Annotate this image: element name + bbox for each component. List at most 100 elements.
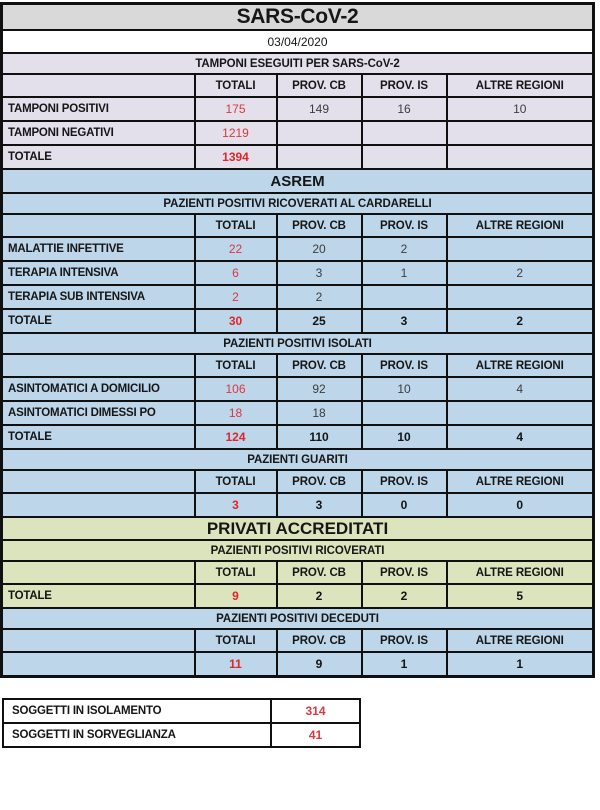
- row-label: TOTALE: [0, 424, 196, 450]
- empty-corner-cell: [0, 213, 196, 238]
- col-header-prov-cb: PROV. CB: [275, 213, 363, 238]
- cell-totali: 175: [193, 96, 278, 122]
- col-header-prov-cb: PROV. CB: [275, 73, 363, 98]
- row-label: TERAPIA INTENSIVA: [0, 260, 196, 286]
- cell-totali: 106: [193, 376, 278, 402]
- row-label: ASINTOMATICI A DOMICILIO: [0, 376, 196, 402]
- col-header-prov-is: PROV. IS: [360, 353, 448, 378]
- asrem-band: ASREM: [0, 168, 595, 194]
- table-row-total: TOTALE 1394: [0, 144, 595, 170]
- col-header-prov-cb: PROV. CB: [275, 353, 363, 378]
- col-header-altre-regioni: ALTRE REGIONI: [445, 353, 595, 378]
- covid-report-table: SARS-CoV-2 03/04/2020 TAMPONI ESEGUITI P…: [0, 2, 596, 678]
- cell-prov-cb: 2: [275, 583, 363, 609]
- col-header-prov-is: PROV. IS: [360, 469, 448, 494]
- cell-prov-is: 16: [360, 96, 448, 122]
- col-header-prov-is: PROV. IS: [360, 213, 448, 238]
- cell-prov-is: 2: [360, 236, 448, 262]
- cell-totali: 30: [193, 308, 278, 334]
- section-header-guariti: PAZIENTI GUARITI: [0, 448, 595, 471]
- cell-value: 314: [270, 697, 361, 724]
- table-row-total: TOTALE 30 25 3 2: [0, 308, 595, 334]
- row-label: SOGGETTI IN ISOLAMENTO: [2, 697, 272, 724]
- cell-altre-regioni: 5: [445, 583, 595, 609]
- col-header-totali: TOTALI: [193, 213, 278, 238]
- cell-prov-cb: 9: [275, 651, 363, 677]
- cell-altre-regioni: 10: [445, 96, 595, 122]
- column-header-row: TOTALI PROV. CB PROV. IS ALTRE REGIONI: [0, 73, 595, 98]
- section-header-row: PAZIENTI POSITIVI RICOVERATI: [0, 539, 595, 562]
- col-header-totali: TOTALI: [193, 353, 278, 378]
- cell-altre-regioni: 4: [445, 376, 595, 402]
- section-header-row: PAZIENTI POSITIVI DECEDUTI: [0, 607, 595, 630]
- section-header-row: TAMPONI ESEGUITI PER SARS-CoV-2: [0, 52, 595, 75]
- empty-corner-cell: [0, 469, 196, 494]
- col-header-altre-regioni: ALTRE REGIONI: [445, 213, 595, 238]
- cell-prov-is: 2: [360, 583, 448, 609]
- section-header-tamponi: TAMPONI ESEGUITI PER SARS-CoV-2: [0, 52, 595, 75]
- cell-altre-regioni: 4: [445, 424, 595, 450]
- cell-value: 41: [270, 721, 361, 748]
- column-header-row: TOTALI PROV. CB PROV. IS ALTRE REGIONI: [0, 560, 595, 585]
- cell-altre-regioni: 2: [445, 308, 595, 334]
- column-header-row: TOTALI PROV. CB PROV. IS ALTRE REGIONI: [0, 628, 595, 653]
- col-header-totali: TOTALI: [193, 469, 278, 494]
- band-row: ASREM: [0, 168, 595, 194]
- cell-prov-is: 3: [360, 308, 448, 334]
- table-row-total: TOTALE 124 110 10 4: [0, 424, 595, 450]
- col-header-totali: TOTALI: [193, 628, 278, 653]
- table-row: TAMPONI NEGATIVI 1219: [0, 120, 595, 146]
- cell-totali: 1394: [193, 144, 278, 170]
- table-row: TERAPIA SUB INTENSIVA 2 2: [0, 284, 595, 310]
- cell-totali: 2: [193, 284, 278, 310]
- empty-corner-cell: [0, 73, 196, 98]
- cell-prov-cb: 3: [275, 260, 363, 286]
- col-header-totali: TOTALI: [193, 73, 278, 98]
- section-header-cardarelli: PAZIENTI POSITIVI RICOVERATI AL CARDAREL…: [0, 192, 595, 215]
- cell-prov-cb: 18: [275, 400, 363, 426]
- row-label: [0, 651, 196, 677]
- cell-totali: 3: [193, 492, 278, 518]
- cell-prov-is: 1: [360, 260, 448, 286]
- cell-prov-cb: 20: [275, 236, 363, 262]
- cell-totali: 22: [193, 236, 278, 262]
- cell-totali: 18: [193, 400, 278, 426]
- table-row: TAMPONI POSITIVI 175 149 16 10: [0, 96, 595, 122]
- col-header-prov-is: PROV. IS: [360, 628, 448, 653]
- col-header-prov-cb: PROV. CB: [275, 628, 363, 653]
- cell-altre-regioni: [445, 236, 595, 262]
- table-row: ASINTOMATICI DIMESSI PO 18 18: [0, 400, 595, 426]
- cell-totali: 9: [193, 583, 278, 609]
- report-date: 03/04/2020: [0, 29, 595, 54]
- cell-prov-is: [360, 120, 448, 146]
- table-row-total: TOTALE 9 2 2 5: [0, 583, 595, 609]
- cell-altre-regioni: 2: [445, 260, 595, 286]
- cell-prov-cb: 25: [275, 308, 363, 334]
- empty-corner-cell: [0, 628, 196, 653]
- cell-altre-regioni: [445, 400, 595, 426]
- cell-prov-cb: 3: [275, 492, 363, 518]
- cell-totali: 1219: [193, 120, 278, 146]
- table-row: SOGGETTI IN ISOLAMENTO 314: [2, 697, 361, 724]
- row-label: ASINTOMATICI DIMESSI PO: [0, 400, 196, 426]
- cell-totali: 124: [193, 424, 278, 450]
- date-row: 03/04/2020: [0, 29, 595, 54]
- cell-prov-is: 1: [360, 651, 448, 677]
- cell-prov-cb: 92: [275, 376, 363, 402]
- cell-prov-cb: 110: [275, 424, 363, 450]
- col-header-totali: TOTALI: [193, 560, 278, 585]
- cell-totali: 11: [193, 651, 278, 677]
- soggetti-summary-table: SOGGETTI IN ISOLAMENTO 314 SOGGETTI IN S…: [2, 697, 361, 748]
- row-label: MALATTIE INFETTIVE: [0, 236, 196, 262]
- section-header-row: PAZIENTI GUARITI: [0, 448, 595, 471]
- cell-altre-regioni: [445, 144, 595, 170]
- row-label: TAMPONI POSITIVI: [0, 96, 196, 122]
- cell-altre-regioni: 0: [445, 492, 595, 518]
- row-label: [0, 492, 196, 518]
- empty-corner-cell: [0, 560, 196, 585]
- section-header-privati-ricoverati: PAZIENTI POSITIVI RICOVERATI: [0, 539, 595, 562]
- row-label: TOTALE: [0, 583, 196, 609]
- col-header-prov-cb: PROV. CB: [275, 469, 363, 494]
- col-header-prov-cb: PROV. CB: [275, 560, 363, 585]
